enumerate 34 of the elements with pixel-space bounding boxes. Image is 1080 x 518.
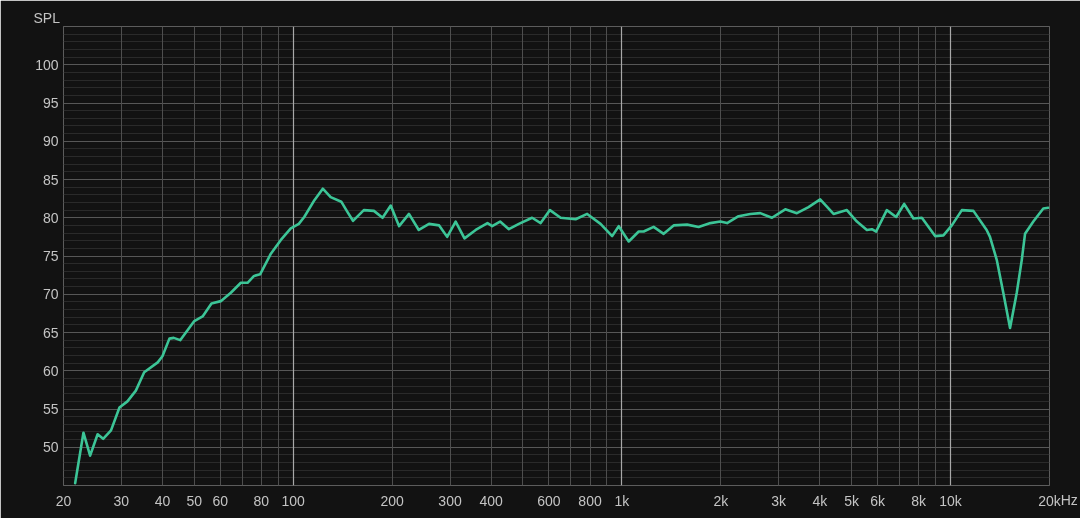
y-tick-label: 50 (42, 439, 59, 456)
y-tick-label: 75 (42, 248, 59, 264)
x-tick-label: 800 (578, 492, 602, 509)
y-tick-label: 65 (42, 324, 59, 341)
y-tick-label: 90 (42, 133, 59, 150)
x-tick-label: 600 (537, 492, 561, 509)
x-tick-label: 8k (911, 492, 928, 509)
x-tick-label: 30 (113, 492, 130, 509)
x-tick-label: 50 (186, 492, 203, 509)
x-tick-label: 3k (771, 492, 788, 509)
y-tick-label: 80 (42, 209, 59, 226)
y-axis-title: SPL (33, 9, 61, 26)
x-tick-label: 10k (939, 492, 963, 509)
x-tick-label: 400 (479, 492, 503, 509)
y-tick-label: 55 (42, 401, 59, 417)
x-tick-label: 2k (713, 492, 730, 509)
x-tick-label: 6k (870, 492, 887, 509)
x-tick-label: 20 (55, 492, 72, 509)
x-tick-label: 200 (380, 492, 405, 509)
y-tick-label: 100 (35, 56, 59, 73)
x-tick-label: 4k (812, 492, 829, 509)
x-tick-label: 40 (154, 492, 171, 509)
y-tick-label: 85 (42, 171, 59, 188)
x-tick-label: 20k (1038, 492, 1062, 509)
x-tick-label: 80 (253, 492, 270, 509)
x-tick-label: 60 (212, 492, 229, 509)
x-axis-title: Hz (1060, 492, 1078, 508)
y-tick-label: 95 (42, 95, 59, 111)
x-tick-label: 300 (438, 492, 462, 509)
y-tick-label: 60 (42, 362, 59, 379)
x-tick-label: 100 (281, 492, 306, 509)
x-tick-label: 5k (844, 492, 861, 509)
x-tick-label: 1k (614, 492, 631, 509)
y-tick-label: 70 (42, 286, 59, 303)
